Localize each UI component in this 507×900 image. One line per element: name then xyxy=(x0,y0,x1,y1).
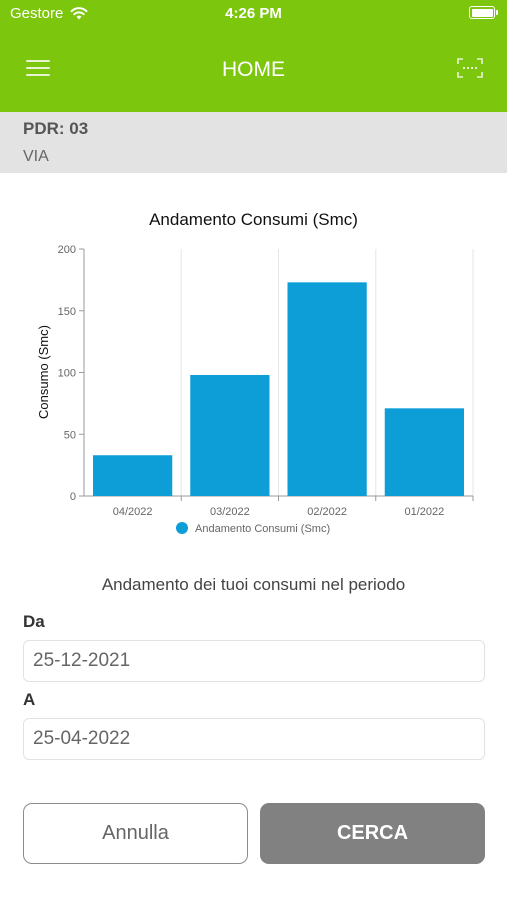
status-bar: Gestore 4:26 PM xyxy=(0,0,507,28)
chart-title: Andamento Consumi (Smc) xyxy=(149,210,358,229)
from-label: Da xyxy=(23,612,45,631)
bar-01-2022 xyxy=(384,408,464,496)
bar-04-2022 xyxy=(93,455,173,496)
period-caption: Andamento dei tuoi consumi nel periodo xyxy=(101,575,406,594)
legend-marker xyxy=(176,522,188,534)
y-tick-label: 50 xyxy=(64,429,76,441)
y-tick-label: 150 xyxy=(58,306,76,318)
barcode-scan-icon[interactable] xyxy=(457,58,483,78)
carrier-name: Gestore xyxy=(10,5,64,22)
legend-label: Andamento Consumi (Smc) xyxy=(195,523,330,535)
x-tick-label: 02/2022 xyxy=(307,506,347,518)
consumption-chart: Andamento Consumi (Smc) 0 50 100 150 200 04/2… xyxy=(0,200,507,550)
battery-icon xyxy=(469,6,498,19)
pdr-address: VIA xyxy=(23,148,49,165)
pdr-info: PDR: 03 VIA xyxy=(0,112,507,173)
y-tick-label: 100 xyxy=(58,368,76,380)
bar-chart: 0 50 100 150 200 04/2022 03/2022 02/2022 01/2022… xyxy=(36,244,474,535)
y-tick-label: 0 xyxy=(70,491,76,503)
x-tick-label: 03/2022 xyxy=(210,506,250,518)
hamburger-menu-icon[interactable] xyxy=(26,58,50,78)
to-label: A xyxy=(23,690,36,709)
to-date-field[interactable]: 25-04-2022 xyxy=(23,718,485,760)
search-button[interactable]: CERCA xyxy=(260,803,485,864)
wifi-icon xyxy=(70,7,88,20)
bar-03-2022 xyxy=(190,374,270,496)
y-tick-label: 200 xyxy=(58,244,76,256)
header-bar: Gestore 4:26 PM HOME xyxy=(0,0,507,112)
from-date-field[interactable]: 25-12-2021 xyxy=(23,640,485,682)
x-tick-label: 01/2022 xyxy=(404,506,444,518)
x-tick-label: 04/2022 xyxy=(113,506,153,518)
page-title: HOME xyxy=(222,58,285,81)
bar-02-2022 xyxy=(287,282,367,496)
cancel-button[interactable]: Annulla xyxy=(23,803,248,864)
y-axis-title: Consumo (Smc) xyxy=(36,325,51,419)
status-time: 4:26 PM xyxy=(225,5,282,22)
pdr-code: PDR: 03 xyxy=(23,119,89,138)
